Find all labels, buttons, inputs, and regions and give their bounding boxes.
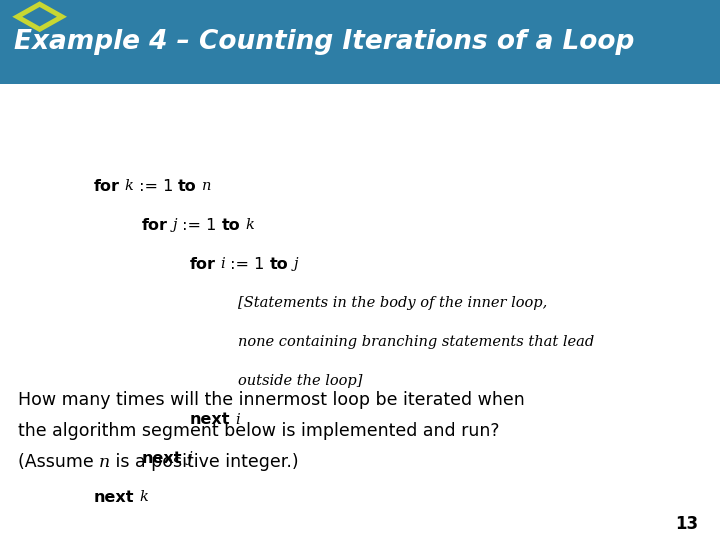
Text: is a positive integer.): is a positive integer.): [110, 453, 299, 471]
Polygon shape: [12, 2, 67, 32]
Text: k: k: [246, 218, 254, 232]
Text: to: to: [270, 256, 289, 272]
Text: n: n: [99, 454, 110, 471]
Text: next: next: [189, 412, 230, 427]
Text: (Assume: (Assume: [18, 453, 99, 471]
Text: j: j: [187, 451, 192, 465]
Text: to: to: [178, 179, 197, 194]
Text: [Statements in the body of the inner loop,: [Statements in the body of the inner loo…: [238, 296, 547, 310]
Text: := 1: := 1: [225, 256, 270, 272]
Text: to: to: [222, 218, 240, 233]
Text: for: for: [94, 179, 120, 194]
Text: i: i: [221, 257, 225, 271]
Text: j: j: [294, 257, 298, 271]
Text: next: next: [94, 490, 134, 505]
Text: 13: 13: [675, 515, 698, 533]
Text: Example 4 – Counting Iterations of a Loop: Example 4 – Counting Iterations of a Loo…: [14, 29, 635, 55]
Text: j: j: [173, 218, 177, 232]
Text: i: i: [235, 413, 240, 427]
Text: n: n: [202, 179, 212, 193]
Text: outside the loop]: outside the loop]: [238, 374, 362, 388]
Text: next: next: [142, 451, 182, 466]
Text: k: k: [125, 179, 134, 193]
FancyBboxPatch shape: [0, 0, 720, 84]
Text: := 1: := 1: [134, 179, 178, 194]
Text: the algorithm segment below is implemented and run?: the algorithm segment below is implement…: [18, 422, 500, 440]
Text: none containing branching statements that lead: none containing branching statements tha…: [238, 335, 594, 349]
Text: How many times will the innermost loop be iterated when: How many times will the innermost loop b…: [18, 390, 525, 409]
Polygon shape: [22, 7, 57, 26]
Text: for: for: [189, 256, 215, 272]
Text: := 1: := 1: [177, 218, 222, 233]
Text: k: k: [139, 490, 148, 504]
Text: for: for: [142, 218, 168, 233]
